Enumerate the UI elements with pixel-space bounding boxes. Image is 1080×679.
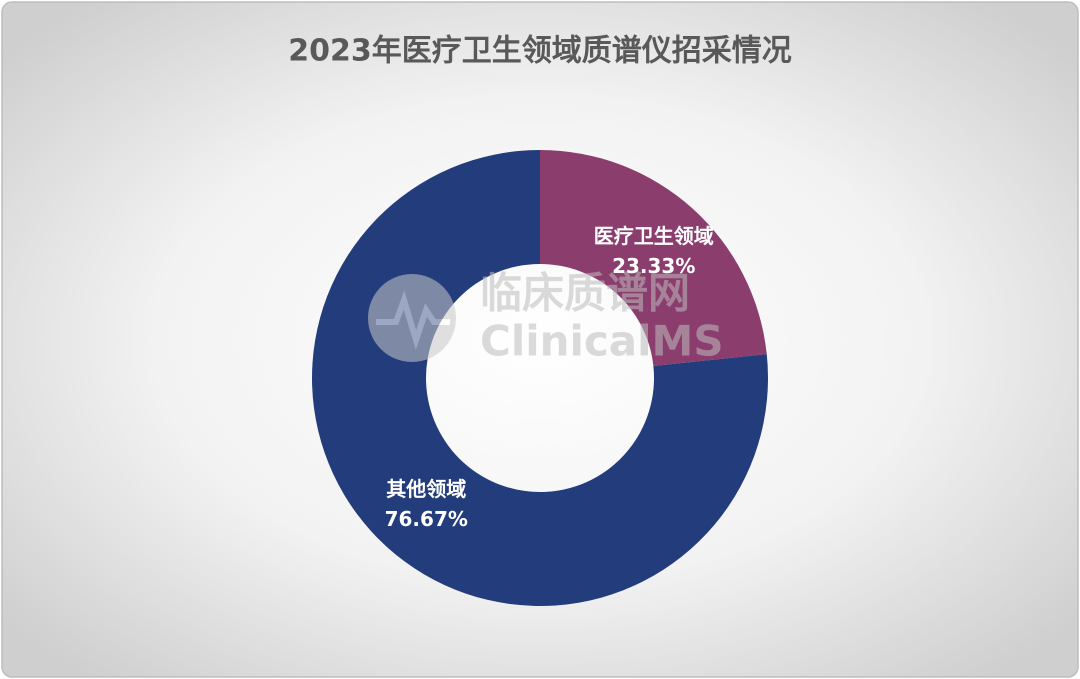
category-label: 其他领域	[386, 477, 466, 501]
watermark-name: 临床质谱网	[480, 269, 690, 318]
watermark-pulse	[376, 290, 450, 350]
data-labels: 医疗卫生领域 23.33% 其他领域 76.67%	[385, 224, 714, 531]
value-label: 23.33%	[612, 254, 695, 278]
chart-title: 2023年医疗卫生领域质谱仪招采情况	[288, 34, 792, 69]
watermark: 临床质谱网 ClinicalMS	[368, 269, 724, 366]
category-label: 医疗卫生领域	[594, 224, 714, 248]
donut-segment	[540, 150, 767, 367]
value-label: 76.67%	[385, 507, 468, 531]
watermark-brand: ClinicalMS	[480, 317, 724, 366]
donut-segment	[312, 150, 768, 606]
donut	[312, 150, 768, 606]
